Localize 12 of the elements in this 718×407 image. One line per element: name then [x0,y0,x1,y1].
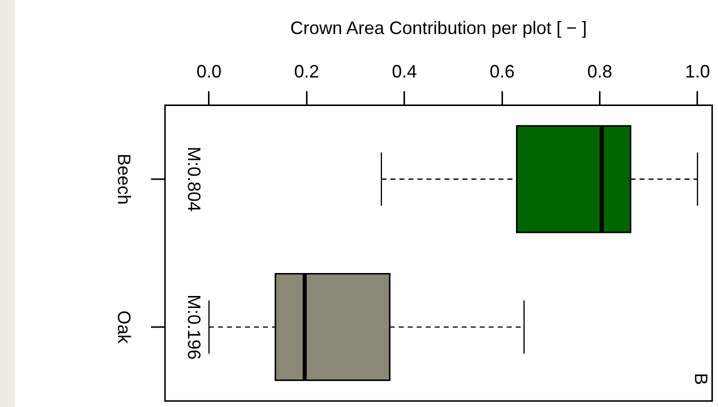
y-tick-label: Oak [114,310,134,345]
x-tick-label: 0.8 [587,61,612,82]
x-tick-label: 0.0 [196,61,222,82]
x-axis-title: Crown Area Contribution per plot [ − ] [290,18,587,38]
x-tick-label: 0.4 [392,61,417,82]
y-tick-label: Beech [114,154,134,205]
annotation: M:0.196 [184,294,204,360]
annotation: M:0.804 [184,146,204,212]
annotation: B [691,372,712,386]
x-tick-label: 0.6 [490,61,515,82]
x-tick-label: 1.0 [684,61,710,82]
x-tick-label: 0.2 [294,61,320,82]
